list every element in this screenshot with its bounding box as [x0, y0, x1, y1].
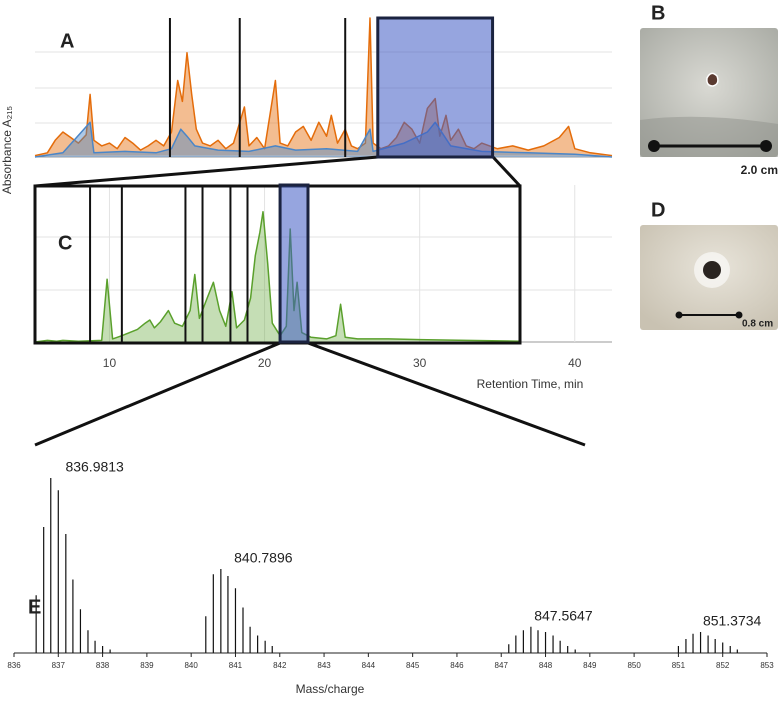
zoom-frame	[33, 184, 522, 345]
photo-hole	[706, 72, 719, 87]
x-tick-label: 850	[627, 661, 641, 670]
x-tick-label: 837	[52, 661, 66, 670]
x-tick-label: 840	[184, 661, 198, 670]
panel-letter: C	[58, 232, 72, 254]
x-tick-label: 845	[406, 661, 420, 670]
panel-letter: B	[651, 2, 665, 24]
x-tick-label: 851	[672, 661, 686, 670]
x-tick-label: 849	[583, 661, 597, 670]
x-tick-label: 853	[760, 661, 774, 670]
x-tick-label: 848	[539, 661, 553, 670]
photo-hole	[703, 261, 721, 279]
x-tick-label: 30	[413, 356, 427, 370]
panel-letter: E	[28, 596, 41, 618]
x-tick-label: 852	[716, 661, 730, 670]
photo-b: B 2.0 cm	[640, 2, 778, 177]
decor-grid	[35, 51, 612, 291]
x-tick-label: 838	[96, 661, 110, 670]
scale-label: 2.0 cm	[741, 163, 778, 177]
x-tick-label: 40	[568, 356, 582, 370]
x-axis-label: Retention Time, min	[477, 377, 584, 391]
x-tick-label: 847	[495, 661, 509, 670]
x-tick-label: 20	[258, 356, 272, 370]
zoom-lines	[34, 155, 586, 447]
scale-dot	[760, 140, 772, 152]
x-tick-label: 10	[103, 356, 117, 370]
scale-dot	[648, 140, 660, 152]
x-axis-label: Mass/charge	[296, 682, 365, 696]
scale-dot	[735, 311, 743, 319]
photo-d: D 0.8 cm	[640, 199, 778, 330]
x-tick-label: 839	[140, 661, 154, 670]
chromatogram-trace	[34, 210, 521, 343]
data-layer	[34, 17, 738, 653]
y-axis-label: Absorbance A₂₁₅	[0, 106, 14, 194]
peak-label: 847.5647	[534, 607, 593, 623]
peak-label: 840.7896	[234, 550, 293, 566]
highlight-region	[278, 183, 310, 344]
x-tick-label: 836	[7, 661, 21, 670]
x-tick-label: 841	[229, 661, 243, 670]
scale-dot	[675, 311, 683, 319]
peak-label: 851.3734	[703, 613, 762, 629]
overlay-layer: A Absorbance A₂₁₅ C 10 20 30 40 Retention Time,…	[0, 16, 774, 696]
panel-letter: A	[60, 30, 74, 52]
x-tick-label: 846	[450, 661, 464, 670]
highlight-region	[376, 16, 495, 159]
panel-letter: D	[651, 199, 665, 221]
chromatogram-trace	[34, 17, 613, 157]
peak-label: 836.9813	[65, 459, 124, 475]
scale-label: 0.8 cm	[742, 319, 773, 330]
x-tick-label: 844	[362, 661, 376, 670]
x-tick-label: 842	[273, 661, 287, 670]
x-tick-label: 843	[317, 661, 331, 670]
photo-shadow	[640, 116, 778, 157]
